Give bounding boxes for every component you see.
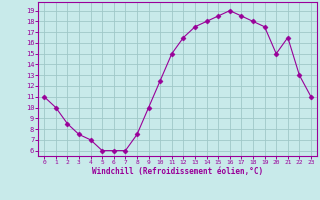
X-axis label: Windchill (Refroidissement éolien,°C): Windchill (Refroidissement éolien,°C) (92, 167, 263, 176)
